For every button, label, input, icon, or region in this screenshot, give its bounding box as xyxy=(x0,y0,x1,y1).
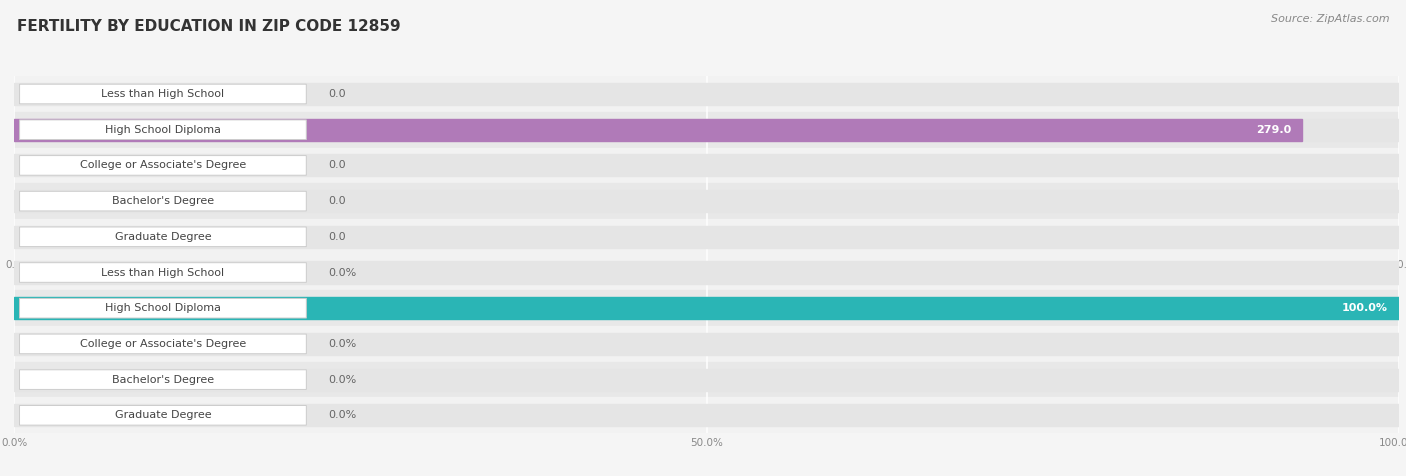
Bar xyxy=(14,76,1399,112)
Bar xyxy=(14,368,1399,391)
FancyBboxPatch shape xyxy=(20,263,307,282)
Bar xyxy=(14,333,1399,355)
Bar xyxy=(14,226,1399,248)
FancyBboxPatch shape xyxy=(20,227,307,247)
FancyBboxPatch shape xyxy=(20,156,307,175)
Bar xyxy=(14,148,1399,183)
Text: Bachelor's Degree: Bachelor's Degree xyxy=(112,375,214,385)
Bar xyxy=(14,297,1399,319)
Text: High School Diploma: High School Diploma xyxy=(105,303,221,313)
FancyBboxPatch shape xyxy=(20,334,307,354)
Bar xyxy=(14,404,1399,426)
FancyBboxPatch shape xyxy=(20,84,307,104)
FancyBboxPatch shape xyxy=(20,120,307,139)
Text: FERTILITY BY EDUCATION IN ZIP CODE 12859: FERTILITY BY EDUCATION IN ZIP CODE 12859 xyxy=(17,19,401,34)
Text: 0.0: 0.0 xyxy=(329,232,346,242)
Bar xyxy=(14,261,1399,284)
Text: 0.0: 0.0 xyxy=(329,196,346,206)
FancyBboxPatch shape xyxy=(20,298,307,318)
Bar xyxy=(14,397,1399,433)
Bar xyxy=(14,183,1399,219)
Bar xyxy=(14,119,1399,141)
Bar xyxy=(14,255,1399,290)
Text: 0.0%: 0.0% xyxy=(329,375,357,385)
Text: 0.0: 0.0 xyxy=(329,89,346,99)
FancyBboxPatch shape xyxy=(20,370,307,389)
Text: Graduate Degree: Graduate Degree xyxy=(115,232,211,242)
Bar xyxy=(14,154,1399,177)
Text: Graduate Degree: Graduate Degree xyxy=(115,410,211,420)
Text: 279.0: 279.0 xyxy=(1256,125,1291,135)
Text: 0.0%: 0.0% xyxy=(329,410,357,420)
Text: College or Associate's Degree: College or Associate's Degree xyxy=(80,339,246,349)
Bar xyxy=(14,219,1399,255)
Text: 100.0%: 100.0% xyxy=(1341,303,1388,313)
Bar xyxy=(14,83,1399,105)
Text: Less than High School: Less than High School xyxy=(101,89,225,99)
Bar xyxy=(14,112,1399,148)
Bar xyxy=(14,362,1399,397)
Text: High School Diploma: High School Diploma xyxy=(105,125,221,135)
Text: Less than High School: Less than High School xyxy=(101,268,225,278)
Text: Source: ZipAtlas.com: Source: ZipAtlas.com xyxy=(1271,14,1389,24)
Text: 0.0%: 0.0% xyxy=(329,339,357,349)
Text: 0.0: 0.0 xyxy=(329,160,346,170)
Bar xyxy=(14,326,1399,362)
Bar xyxy=(14,290,1399,326)
Text: Bachelor's Degree: Bachelor's Degree xyxy=(112,196,214,206)
Bar xyxy=(14,190,1399,212)
Bar xyxy=(14,297,1399,319)
Text: College or Associate's Degree: College or Associate's Degree xyxy=(80,160,246,170)
Text: 0.0%: 0.0% xyxy=(329,268,357,278)
FancyBboxPatch shape xyxy=(20,406,307,425)
Bar xyxy=(14,119,1302,141)
FancyBboxPatch shape xyxy=(20,191,307,211)
